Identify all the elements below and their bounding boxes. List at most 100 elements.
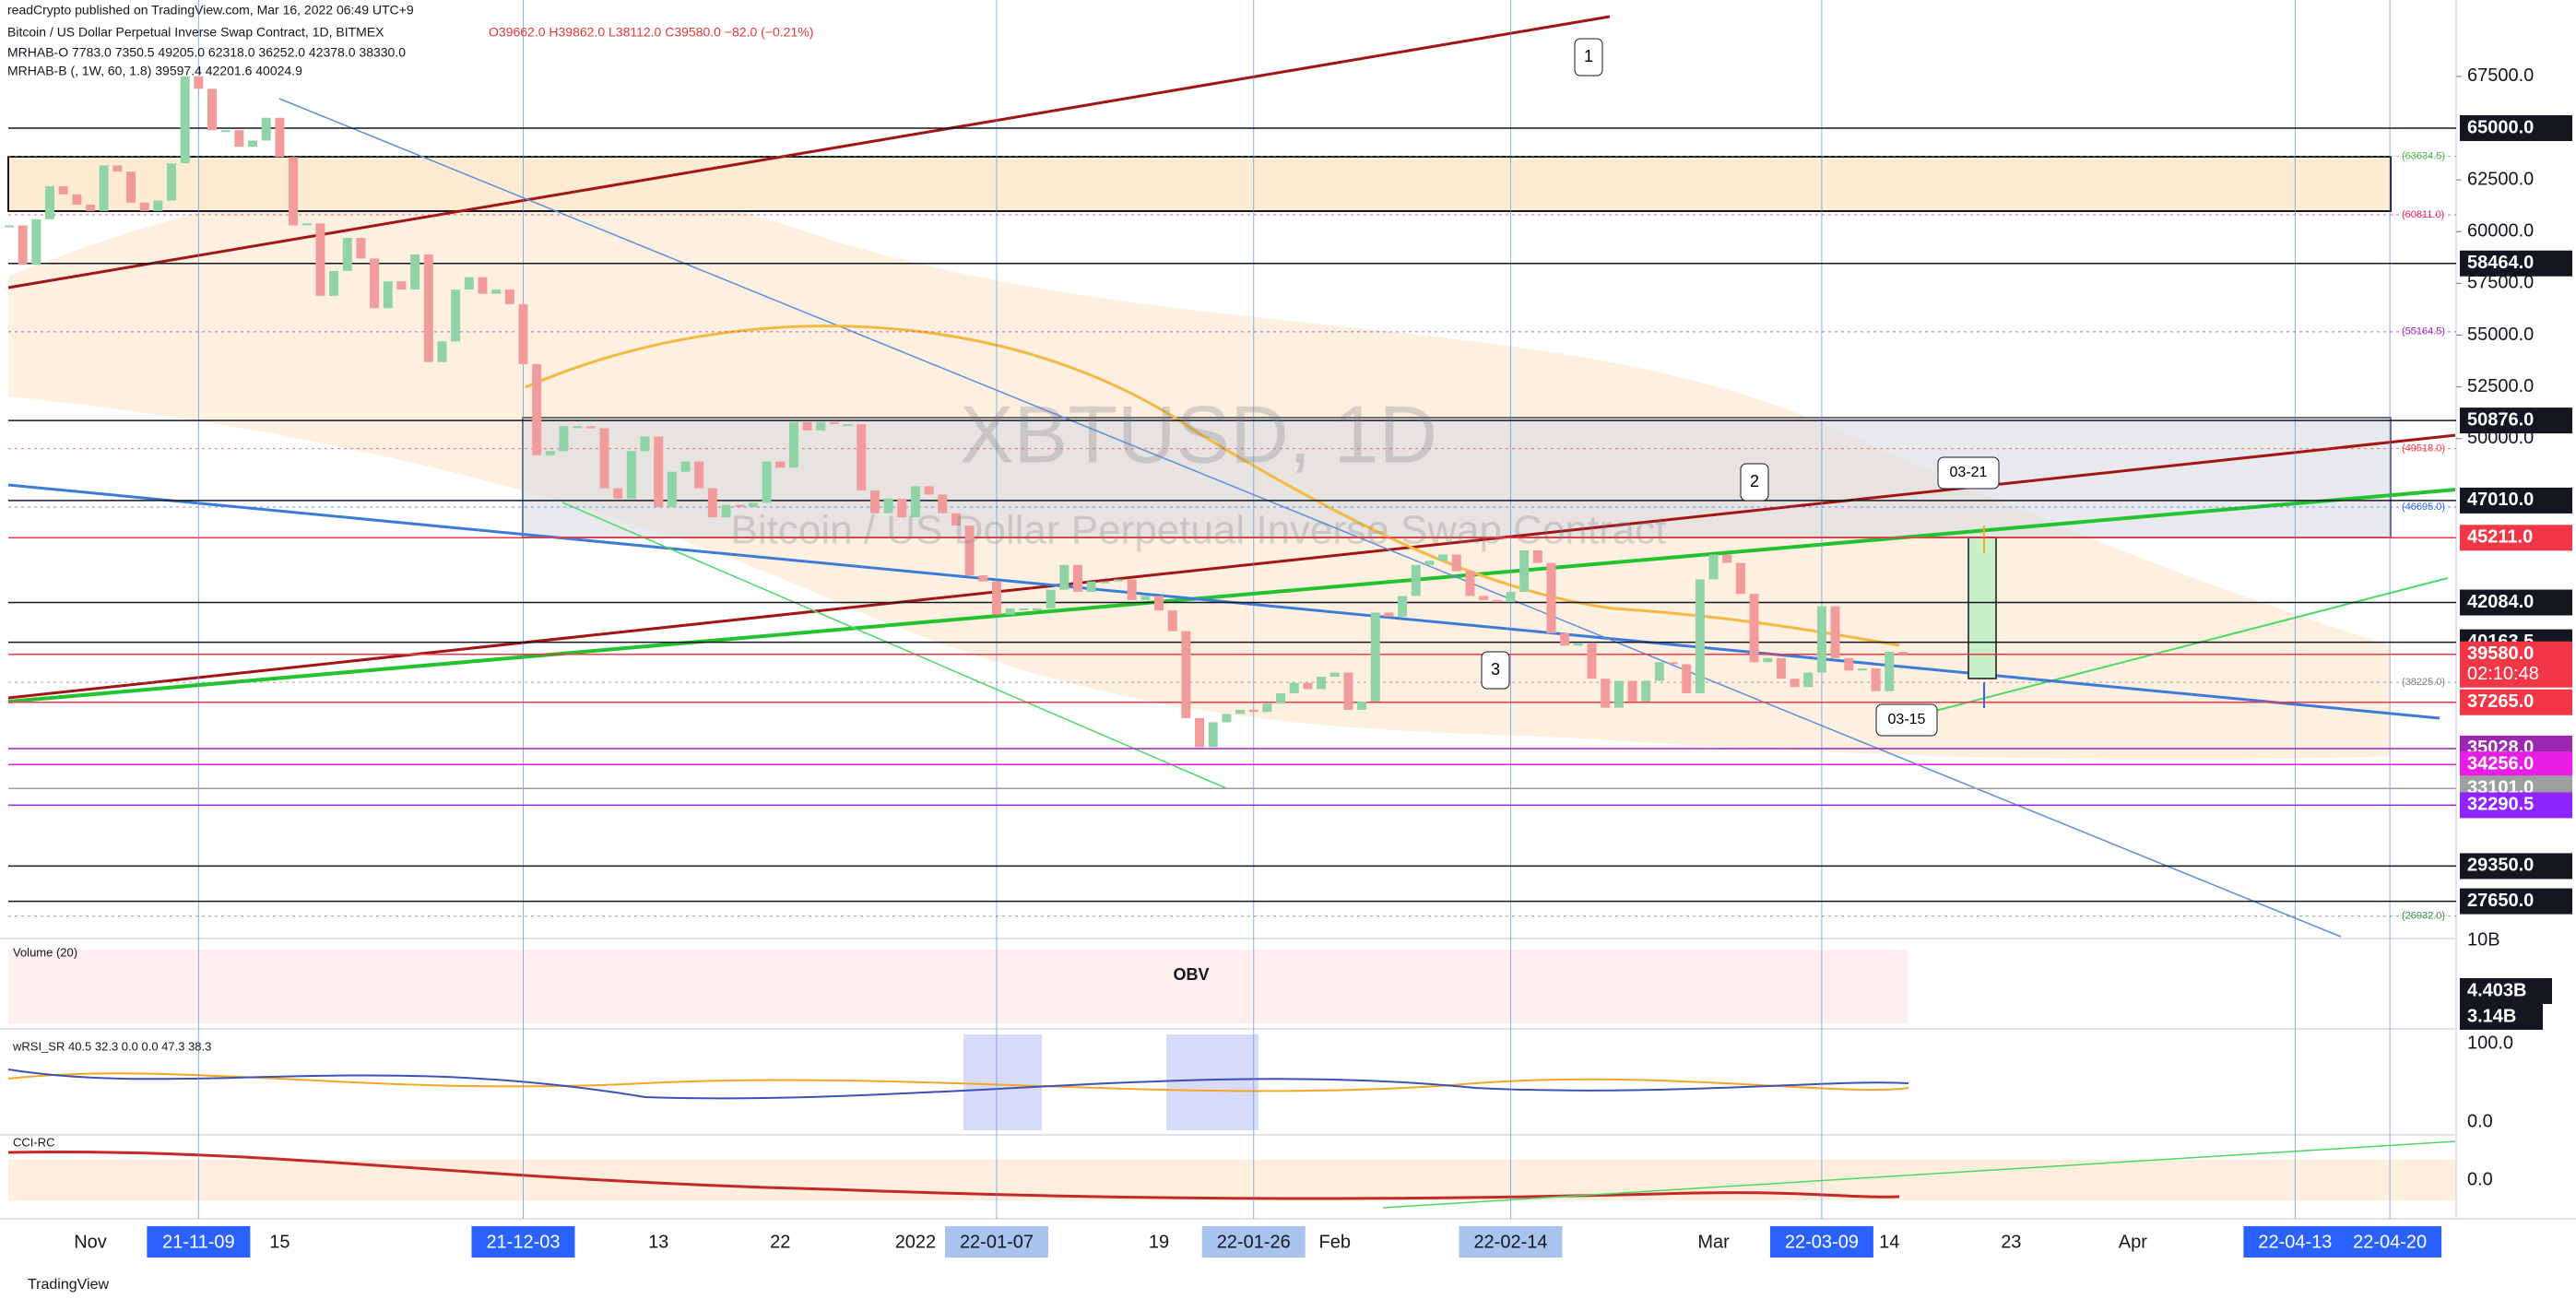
pane-tick: 3.14B	[2467, 1006, 2516, 1026]
x-tick-label: 21-12-03	[486, 1232, 560, 1252]
candle	[924, 486, 934, 495]
price-badge	[2460, 888, 2572, 915]
rsi-line	[7, 1069, 1909, 1100]
callout	[1740, 463, 1769, 502]
price-badge-label: 29350.0	[2467, 856, 2534, 876]
candle	[248, 140, 258, 148]
candle	[816, 421, 826, 431]
candle	[1654, 662, 1664, 681]
candle	[735, 504, 745, 507]
y-tick-label: 62500.0	[2467, 169, 2534, 189]
candle	[1005, 608, 1015, 615]
candle	[1492, 599, 1502, 603]
price-badge	[2460, 407, 2572, 434]
candle	[1127, 579, 1137, 600]
candle	[1248, 709, 1258, 713]
candle	[261, 117, 271, 141]
candle	[1424, 561, 1435, 565]
x-tick-label: Apr	[2119, 1232, 2147, 1252]
candle	[1222, 714, 1232, 723]
x-tick-label: 19	[1149, 1232, 1169, 1252]
candle	[1735, 562, 1745, 595]
zone-box	[522, 417, 2392, 538]
candle	[1317, 676, 1327, 690]
candle	[1587, 644, 1597, 679]
candle	[1114, 579, 1124, 582]
candle	[315, 223, 325, 296]
candle	[1343, 672, 1353, 710]
callout-label: 2	[1750, 472, 1759, 490]
trendline	[7, 488, 2457, 703]
candle	[1790, 679, 1800, 688]
x-tick-label: 22-04-13	[2258, 1232, 2332, 1252]
candle	[1871, 668, 1881, 691]
candle	[1897, 652, 1908, 655]
badge	[2460, 978, 2552, 1004]
price-badge-label: 32290.5	[2467, 795, 2534, 815]
candle	[1438, 554, 1448, 561]
candle	[775, 461, 786, 468]
candle	[1844, 657, 1854, 671]
candle	[1411, 564, 1421, 596]
candle	[1276, 692, 1286, 704]
price-badge-label: 65000.0	[2467, 117, 2534, 137]
x-tick-label: 14	[1879, 1232, 1899, 1252]
candle	[1479, 596, 1489, 600]
candle	[1722, 554, 1732, 563]
callout-label: 3	[1491, 660, 1500, 679]
candle	[220, 130, 230, 133]
y-tick-label: 60000.0	[2467, 221, 2534, 242]
candle	[1885, 652, 1895, 691]
moving-average	[525, 325, 1900, 647]
x-tick-label: 15	[269, 1232, 290, 1252]
x-tick-label: 22-03-09	[1785, 1232, 1859, 1252]
candle	[31, 218, 41, 266]
callout-label: 03-21	[1950, 465, 1988, 480]
candle	[301, 223, 312, 226]
level-note: (49518.0)	[2402, 443, 2445, 455]
candle	[1357, 701, 1367, 710]
candle	[180, 76, 190, 164]
pane-tick: 0.0	[2467, 1169, 2493, 1189]
watermark: Bitcoin / US Dollar Perpetual Inverse Sw…	[731, 508, 1667, 553]
date-badge	[944, 1226, 1048, 1258]
pane-label: wRSI_SR 40.5 32.3 0.0 0.0 47.3 38.3	[12, 1039, 211, 1053]
candle	[1451, 554, 1461, 572]
candle	[410, 254, 420, 290]
y-tick-label: 67500.0	[2467, 65, 2534, 86]
candle	[1695, 579, 1705, 693]
x-tick-label: 22	[770, 1232, 790, 1252]
candle	[72, 194, 82, 206]
callout	[1875, 703, 1938, 737]
candle	[167, 163, 177, 201]
price-badge	[2460, 689, 2572, 715]
callout	[1574, 38, 1603, 77]
x-tick-label: 2022	[895, 1232, 937, 1252]
price-badge-label: 37265.0	[2467, 691, 2534, 712]
pane-tick: 0.0	[2467, 1111, 2493, 1131]
candle	[667, 471, 677, 507]
candle	[897, 498, 907, 518]
candle	[370, 258, 380, 309]
date-badge	[471, 1226, 575, 1258]
candle	[829, 421, 839, 425]
price-badge-label: 47010.0	[2467, 490, 2534, 510]
candle	[1857, 668, 1867, 671]
trendline	[1382, 1140, 2457, 1209]
x-tick-label: 22-02-14	[1473, 1232, 1547, 1252]
candle	[383, 281, 393, 309]
countdown: 02:10:48	[2467, 664, 2539, 684]
candle	[951, 513, 961, 526]
candle	[356, 237, 366, 259]
candle	[1546, 562, 1556, 633]
x-tick-label: 13	[648, 1232, 668, 1252]
candle	[18, 225, 28, 266]
candle	[1519, 550, 1530, 592]
candle	[1560, 632, 1570, 646]
candle	[518, 303, 528, 364]
callout-label: 03-15	[1888, 712, 1926, 727]
x-tick-label: 22-01-07	[960, 1232, 1034, 1252]
candle	[1046, 589, 1056, 608]
publisher: readCrypto published on TradingView.com,…	[7, 3, 414, 18]
candle	[883, 498, 893, 514]
